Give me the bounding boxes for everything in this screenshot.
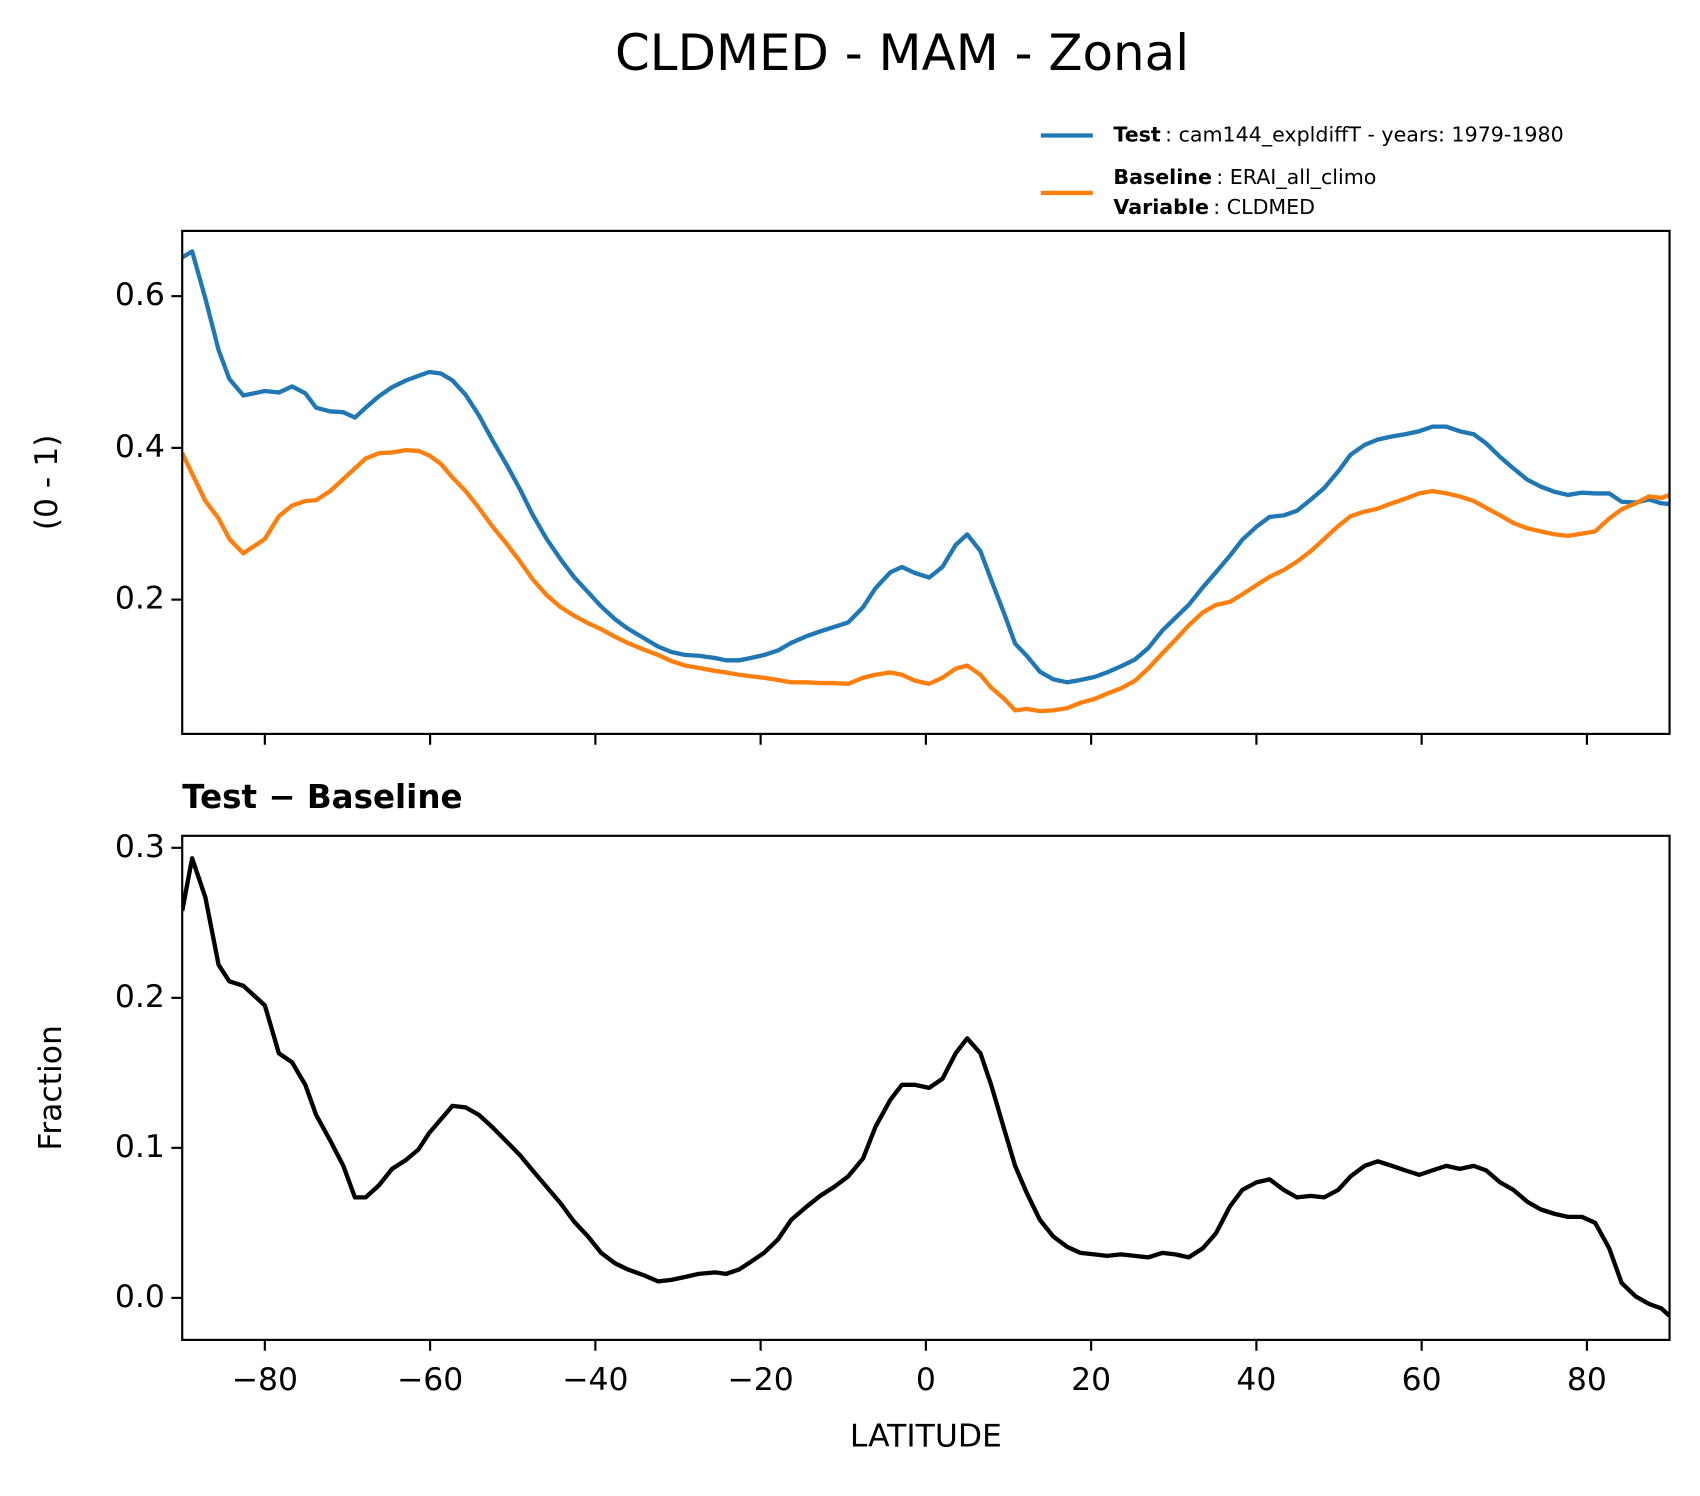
data-line bbox=[182, 856, 1670, 1318]
data-line bbox=[182, 249, 1670, 685]
axes-frame bbox=[181, 229, 1671, 735]
y-tick-label: 0.3 bbox=[115, 829, 165, 865]
y-axis-label: Fraction bbox=[33, 1025, 69, 1150]
x-tick-label: 20 bbox=[1071, 1362, 1111, 1398]
legend-label: Test: cam144_expldiffT - years: 1979-198… bbox=[1113, 123, 1563, 148]
legend-description: : cam144_expldiffT - years: 1979-1980 bbox=[1165, 123, 1564, 148]
legend-label: Baseline: ERAI_all_climo bbox=[1113, 165, 1376, 190]
x-tick-label: −80 bbox=[232, 1362, 298, 1398]
x-tick-label: 60 bbox=[1402, 1362, 1442, 1398]
x-axis-label: LATITUDE bbox=[850, 1418, 1002, 1454]
y-tick-label: 0.2 bbox=[115, 581, 165, 617]
y-tick-label: 0.6 bbox=[115, 277, 165, 313]
legend-description: : ERAI_all_climo bbox=[1216, 165, 1376, 190]
legend-name: Baseline bbox=[1113, 165, 1212, 189]
figure-title: CLDMED - MAM - Zonal bbox=[615, 24, 1189, 82]
y-tick-label: 0.4 bbox=[115, 429, 165, 465]
x-tick-label: 0 bbox=[916, 1362, 936, 1398]
y-tick-label: 0.1 bbox=[115, 1129, 165, 1165]
data-line bbox=[182, 447, 1670, 714]
y-tick-label: 0.0 bbox=[115, 1279, 165, 1315]
subplot-title: Test − Baseline bbox=[182, 778, 462, 816]
x-tick-label: −40 bbox=[562, 1362, 628, 1398]
y-axis-label: (0 - 1) bbox=[29, 434, 65, 530]
legend-note-name: Variable bbox=[1113, 195, 1209, 219]
y-tick-label: 0.2 bbox=[115, 979, 165, 1015]
x-tick-label: −20 bbox=[727, 1362, 793, 1398]
x-tick-label: 40 bbox=[1236, 1362, 1276, 1398]
x-tick-label: 80 bbox=[1567, 1362, 1607, 1398]
axes-frame bbox=[181, 834, 1671, 1341]
legend-note-description: : CLDMED bbox=[1213, 195, 1315, 219]
x-tick-label: −60 bbox=[397, 1362, 463, 1398]
legend-name: Test bbox=[1113, 123, 1161, 147]
legend-note: Variable: CLDMED bbox=[1113, 195, 1315, 219]
